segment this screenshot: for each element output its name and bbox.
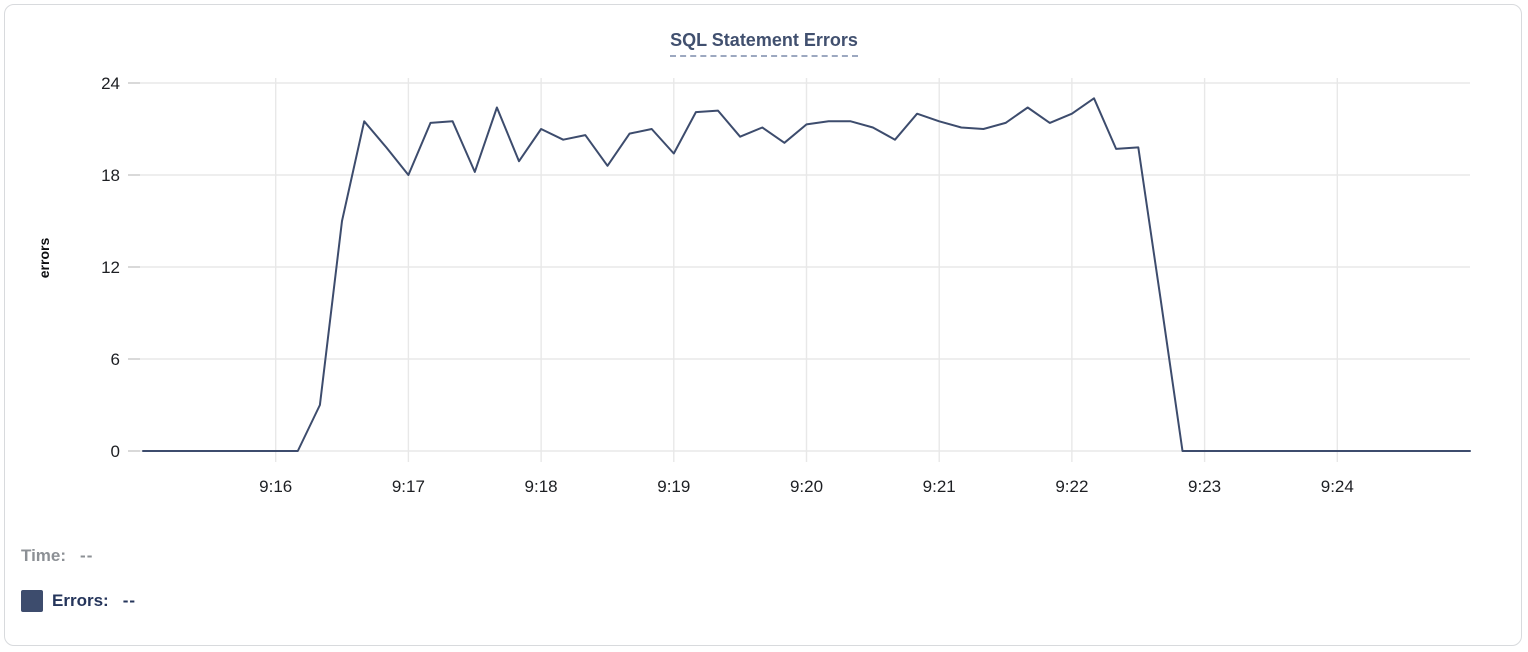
chart-card bbox=[4, 4, 1522, 646]
x-tick-label: 9:24 bbox=[1321, 477, 1354, 496]
y-tick-label: 0 bbox=[111, 442, 120, 461]
x-tick-label: 9:16 bbox=[259, 477, 292, 496]
legend-errors-label: Errors: bbox=[52, 591, 109, 610]
x-tick-label: 9:19 bbox=[657, 477, 690, 496]
legend-time-label: Time: bbox=[21, 546, 67, 565]
x-tick-label: 9:20 bbox=[790, 477, 823, 496]
y-tick-label: 18 bbox=[101, 166, 120, 185]
y-tick-label: 12 bbox=[101, 258, 120, 277]
legend-errors-value: -- bbox=[122, 591, 137, 610]
errors-series-line bbox=[142, 97, 1471, 452]
y-tick-label: 6 bbox=[111, 350, 120, 369]
axis-labels: 0 6 12 18 24 9:16 9:17 9:18 9:19 9:20 9:21 9:22 9:23… bbox=[101, 74, 1354, 496]
y-axis-label: errors bbox=[36, 237, 52, 279]
chart-header: SQL Statement Errors bbox=[0, 30, 1528, 57]
x-tick-label: 9:22 bbox=[1055, 477, 1088, 496]
errors-series-swatch bbox=[21, 590, 43, 612]
x-tick-label: 9:23 bbox=[1188, 477, 1221, 496]
x-tick-label: 9:17 bbox=[392, 477, 425, 496]
chart-title[interactable]: SQL Statement Errors bbox=[670, 30, 858, 57]
legend-errors-row[interactable]: Errors: -- bbox=[21, 590, 136, 612]
y-tick-label: 24 bbox=[101, 74, 120, 93]
chart-plot[interactable]: 0 6 12 18 24 9:16 9:17 9:18 9:19 9:20 9:21 9:22 9:23… bbox=[0, 0, 1528, 510]
x-tick-label: 9:21 bbox=[923, 477, 956, 496]
legend-time-value: -- bbox=[80, 546, 94, 565]
x-tick-label: 9:18 bbox=[525, 477, 558, 496]
legend-time-row: Time: -- bbox=[21, 546, 93, 566]
axis-ticks bbox=[128, 82, 140, 452]
